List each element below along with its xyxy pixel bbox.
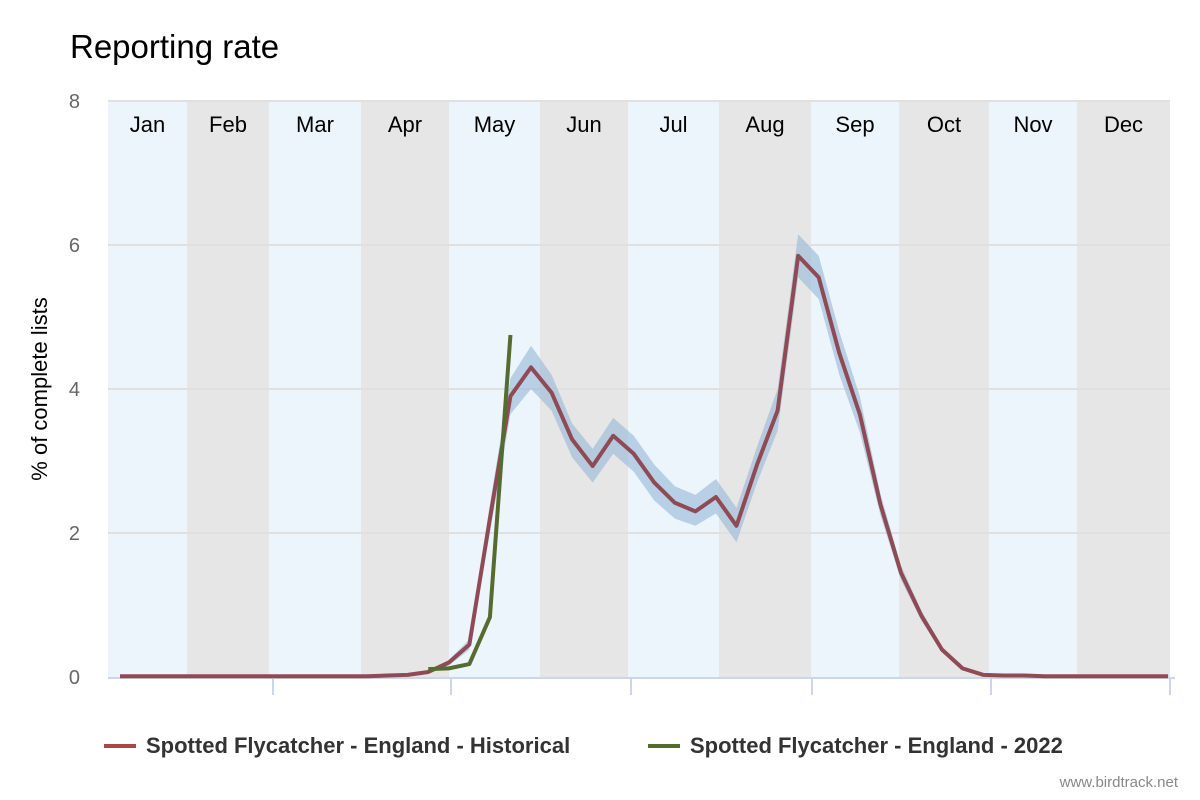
month-label: Nov — [1013, 112, 1052, 137]
month-label: Jun — [566, 112, 601, 137]
y-tick-label: 6 — [69, 235, 80, 257]
y-tick-label: 4 — [69, 379, 80, 401]
y-tick-label: 2 — [69, 523, 80, 545]
legend-item-historical[interactable]: Spotted Flycatcher - England - Historica… — [104, 733, 570, 759]
y-tick-label: 8 — [69, 91, 80, 113]
month-label: May — [474, 112, 516, 137]
month-label: Oct — [927, 112, 961, 137]
month-label: Dec — [1104, 112, 1143, 137]
credit-link[interactable]: www.birdtrack.net — [1059, 774, 1178, 791]
series-line-historical — [120, 253, 1169, 679]
month-label: Mar — [296, 112, 334, 137]
legend-swatch-historical — [104, 744, 136, 748]
legend-item-2022[interactable]: Spotted Flycatcher - England - 2022 — [648, 733, 1063, 759]
legend-label-2022: Spotted Flycatcher - England - 2022 — [690, 733, 1063, 758]
legend-swatch-2022 — [648, 744, 680, 748]
month-label: Jan — [130, 112, 165, 137]
month-label: Apr — [388, 112, 422, 137]
chart-title: Reporting rate — [70, 28, 280, 65]
confidence-band — [120, 234, 1169, 677]
legend-label-historical: Spotted Flycatcher - England - Historica… — [146, 733, 571, 758]
month-label: Aug — [745, 112, 784, 137]
y-tick-label: 0 — [69, 667, 80, 689]
month-label: Jul — [659, 112, 687, 137]
month-label: Sep — [835, 112, 874, 137]
month-label: Feb — [209, 112, 247, 137]
